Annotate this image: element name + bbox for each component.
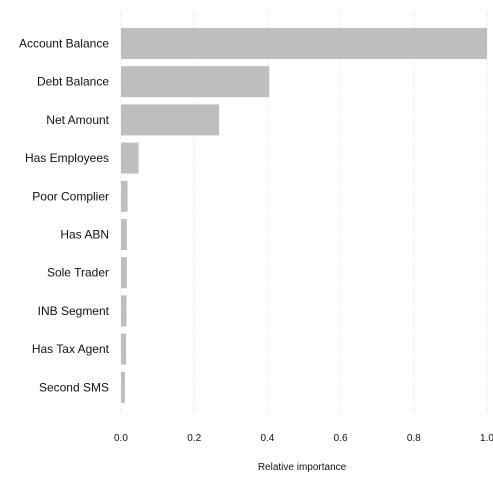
bar bbox=[121, 333, 127, 365]
bar bbox=[121, 257, 127, 289]
bar bbox=[121, 66, 270, 98]
category-label: Poor Complier bbox=[32, 189, 109, 203]
category-label: Second SMS bbox=[39, 380, 109, 394]
x-tick-label: 0.0 bbox=[114, 433, 128, 444]
bars bbox=[121, 28, 487, 403]
bar bbox=[121, 28, 487, 59]
bar bbox=[121, 219, 127, 250]
category-label: Has Employees bbox=[25, 151, 109, 165]
bar bbox=[121, 104, 220, 136]
category-label: Account Balance bbox=[19, 37, 109, 51]
x-tick-label: 0.2 bbox=[187, 433, 201, 444]
x-axis-title: Relative importance bbox=[258, 462, 347, 473]
x-tick-label: 0.4 bbox=[260, 433, 274, 444]
category-labels: Account Balance Debt Balance Net Amount Has… bbox=[19, 37, 110, 395]
bar bbox=[121, 180, 128, 212]
category-label: Has Tax Agent bbox=[32, 342, 110, 356]
category-label: Has ABN bbox=[60, 228, 109, 242]
bar bbox=[121, 371, 126, 403]
category-label: Sole Trader bbox=[47, 266, 109, 280]
bar bbox=[121, 142, 139, 174]
bar bbox=[121, 295, 127, 327]
x-tick-label: 1.0 bbox=[480, 433, 493, 444]
x-axis-ticks: 0.0 0.2 0.4 0.6 0.8 1.0 bbox=[114, 433, 493, 444]
category-label: INB Segment bbox=[38, 304, 110, 318]
category-label: Net Amount bbox=[46, 113, 109, 127]
x-tick-label: 0.8 bbox=[407, 433, 421, 444]
x-tick-label: 0.6 bbox=[334, 433, 348, 444]
category-label: Debt Balance bbox=[37, 75, 109, 89]
